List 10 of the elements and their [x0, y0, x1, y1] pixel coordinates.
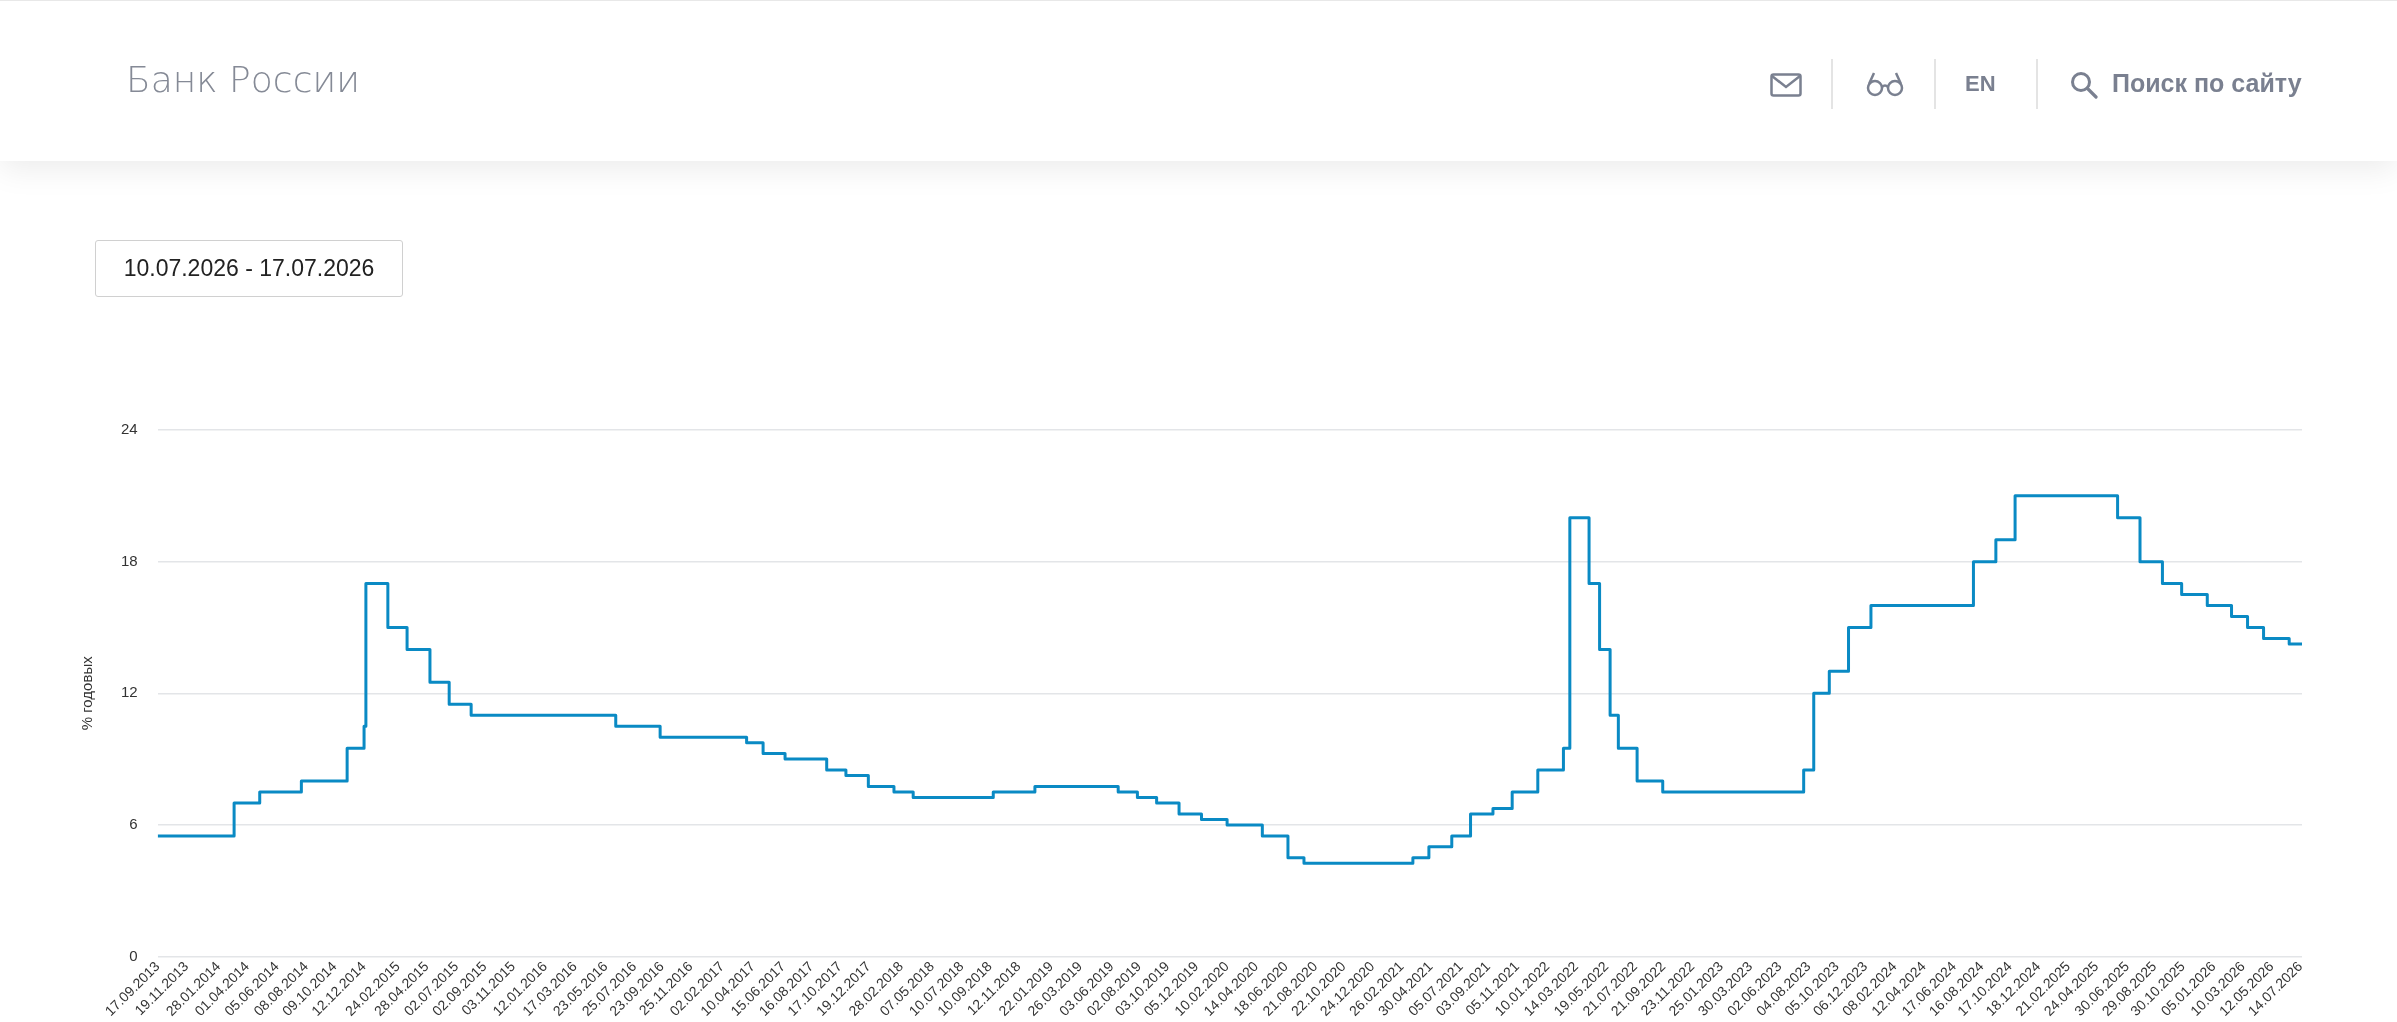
- y-tick-label: 12: [121, 683, 138, 701]
- y-tick-label: 0: [129, 946, 138, 964]
- text: 10.07.2026 - 17.07.2026: [95, 240, 403, 297]
- text: Банк России: [126, 59, 360, 100]
- y-tick-label: 18: [121, 551, 138, 569]
- text: Поиск по сайту: [2112, 69, 2302, 98]
- y-tick-label: 6: [129, 815, 138, 833]
- y-tick-label: 24: [121, 420, 138, 438]
- text: EN: [1965, 71, 1996, 97]
- y-axis-title: % годовых: [78, 655, 96, 731]
